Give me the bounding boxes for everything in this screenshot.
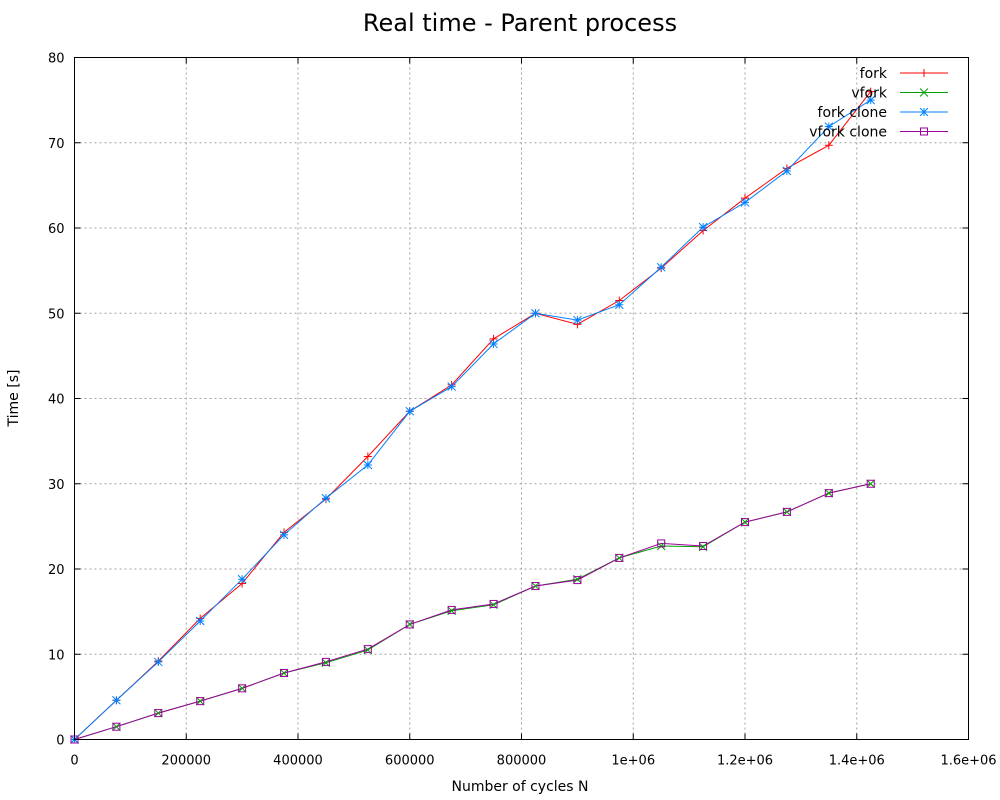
data-point-vfork-clone [112, 722, 121, 731]
data-point-vfork-clone [238, 684, 247, 693]
y-tick-label: 60 [48, 222, 65, 237]
y-tick-label: 40 [48, 393, 65, 408]
legend-marker-vfork-clone [920, 127, 928, 136]
data-point-fork-clone [153, 657, 163, 667]
y-axis-label: Time [s] [6, 370, 22, 428]
chart-title: Real time - Parent process [363, 9, 677, 37]
data-point-vfork [531, 581, 540, 591]
data-point-vfork-clone [447, 605, 456, 614]
data-point-fork-clone [573, 315, 582, 325]
data-point-fork-clone [782, 166, 792, 176]
data-point-vfork-clone [741, 518, 749, 527]
data-point-vfork-clone [866, 479, 875, 488]
series-line-fork-clone [74, 99, 871, 740]
data-point-vfork-clone [321, 657, 330, 666]
data-point-vfork-clone [699, 541, 708, 550]
legend-label-vfork: vfork [851, 86, 888, 102]
data-point-vfork [782, 507, 792, 517]
data-point-vfork-clone [573, 576, 582, 585]
x-tick-label: 1.2e+06 [717, 754, 773, 769]
data-point-vfork-clone [782, 507, 791, 516]
data-point-vfork-clone [196, 697, 205, 706]
axis-ticks: 0 200000 400000 600000 800000 1e+06 1.2e+06 1.4… [48, 52, 997, 769]
data-point-vfork [195, 696, 205, 706]
legend-label-fork-clone: fork clone [818, 105, 887, 121]
data-point-vfork [279, 668, 289, 678]
series-line-vfork [74, 483, 871, 740]
data-point-fork-clone [824, 122, 834, 131]
grid [74, 57, 969, 740]
data-point-fork-clone [531, 308, 540, 318]
data-point-vfork-clone [531, 582, 540, 591]
data-point-vfork [112, 722, 121, 732]
y-tick-label: 20 [48, 563, 65, 578]
x-axis-label: Number of cycles N [451, 779, 588, 795]
data-point-vfork [153, 708, 163, 718]
x-tick-label: 1.6e+06 [940, 754, 996, 769]
data-point-fork [866, 87, 875, 96]
data-point-fork-clone [321, 493, 331, 503]
legend-label-vfork-clone: vfork clone [809, 125, 887, 141]
y-tick-label: 0 [56, 734, 64, 749]
data-point-vfork-clone [405, 620, 414, 629]
data-point-vfork [614, 553, 624, 563]
x-tick-label: 400000 [273, 754, 323, 769]
x-tick-label: 200000 [161, 754, 211, 769]
data-point-fork-clone [614, 300, 624, 310]
data-point-vfork-clone [280, 669, 289, 678]
series-markers [70, 87, 876, 744]
data-point-fork-clone [656, 262, 666, 272]
data-point-fork-clone [866, 95, 876, 105]
legend-marker-vfork [919, 88, 929, 97]
legend-marker-fork-clone [919, 107, 929, 117]
legend: fork vfork fork clone vfork clone [809, 66, 948, 141]
data-point-vfork-clone [657, 539, 666, 548]
series-lines [74, 91, 872, 740]
series-line-vfork-clone [74, 483, 871, 740]
data-point-fork-clone [447, 382, 457, 391]
data-point-fork-clone [112, 695, 121, 705]
data-point-fork-clone [363, 460, 373, 470]
y-tick-label: 10 [48, 648, 65, 663]
data-point-fork-clone [698, 222, 708, 232]
y-tick-label: 80 [48, 52, 65, 67]
data-point-vfork-clone [824, 489, 833, 498]
data-point-vfork [824, 488, 834, 498]
x-tick-label: 1.4e+06 [829, 754, 885, 769]
x-tick-label: 600000 [385, 754, 435, 769]
data-point-fork [824, 141, 833, 150]
x-tick-label: 1e+06 [611, 754, 655, 769]
data-point-vfork [866, 479, 876, 489]
data-point-vfork-clone [615, 553, 624, 562]
legend-marker-fork [920, 69, 928, 77]
y-tick-label: 30 [48, 478, 65, 493]
data-point-vfork [237, 683, 247, 693]
data-point-vfork [656, 541, 666, 551]
series-line-fork [74, 91, 872, 740]
x-tick-label: 800000 [497, 754, 547, 769]
data-point-fork-clone [489, 339, 498, 349]
data-point-vfork-clone [154, 709, 163, 718]
y-tick-label: 50 [48, 307, 65, 322]
legend-label-fork: fork [860, 66, 888, 82]
data-point-fork-clone [195, 616, 205, 626]
data-point-vfork [740, 517, 750, 527]
y-tick-label: 70 [48, 137, 65, 152]
x-tick-label: 0 [70, 754, 78, 769]
data-point-vfork-clone [489, 599, 498, 608]
data-point-fork-clone [740, 198, 750, 207]
plot-frame [74, 57, 969, 740]
data-point-fork-clone [279, 530, 289, 540]
data-point-fork-clone [405, 406, 415, 416]
data-point-fork-clone [237, 574, 247, 584]
data-point-vfork-clone [363, 645, 372, 654]
data-point-vfork [405, 620, 415, 629]
data-point-fork [363, 452, 372, 461]
